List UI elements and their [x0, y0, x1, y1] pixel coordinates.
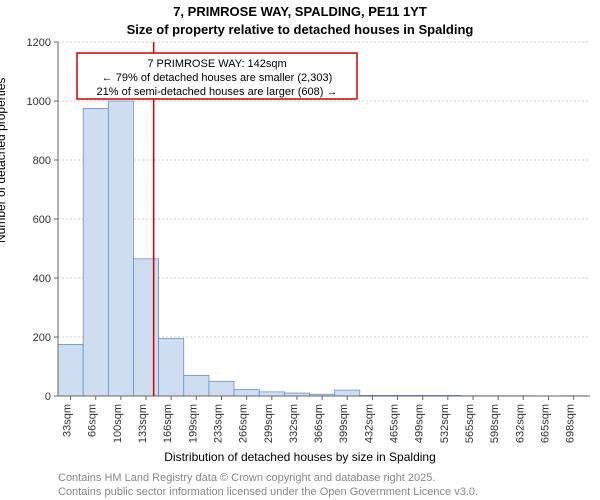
y-tick-label: 200	[33, 332, 51, 344]
y-tick-label: 1000	[27, 96, 51, 108]
x-tick-label: 598sqm	[489, 404, 501, 443]
x-tick-label: 499sqm	[414, 404, 426, 443]
x-tick-label: 632sqm	[514, 404, 526, 443]
x-tick-label: 233sqm	[212, 404, 224, 443]
histogram-bar	[259, 392, 284, 396]
annotation-line: ← 79% of detached houses are smaller (2,…	[102, 72, 333, 84]
x-tick-label: 665sqm	[539, 404, 551, 443]
x-tick-label: 100sqm	[112, 404, 124, 443]
y-axis-label: Number of detached properties	[0, 78, 8, 243]
histogram-bar	[335, 390, 360, 396]
histogram-bar	[133, 259, 158, 396]
x-tick-label: 532sqm	[439, 404, 451, 443]
x-tick-label: 332sqm	[288, 404, 300, 443]
x-tick-label: 399sqm	[338, 404, 350, 443]
y-tick-label: 600	[33, 214, 51, 226]
x-tick-label: 565sqm	[464, 404, 476, 443]
bar-chart-plot: 02004006008001000120033sqm66sqm100sqm133…	[58, 42, 590, 456]
y-tick-label: 800	[33, 155, 51, 167]
x-tick-label: 698sqm	[565, 404, 577, 443]
x-tick-label: 166sqm	[162, 404, 174, 443]
x-tick-label: 133sqm	[137, 404, 149, 443]
x-tick-label: 299sqm	[263, 404, 275, 443]
x-tick-label: 33sqm	[62, 404, 74, 437]
footer-copyright: Contains HM Land Registry data © Crown c…	[58, 472, 435, 484]
x-tick-label: 465sqm	[389, 404, 401, 443]
chart-container: 7, PRIMROSE WAY, SPALDING, PE11 1YT Size…	[0, 0, 600, 500]
x-tick-label: 199sqm	[187, 404, 199, 443]
chart-subtitle: Size of property relative to detached ho…	[0, 22, 600, 37]
histogram-bar	[184, 375, 209, 396]
x-tick-label: 66sqm	[87, 404, 99, 437]
y-tick-label: 0	[45, 391, 51, 403]
histogram-bar	[58, 344, 83, 396]
annotation-line: 21% of semi-detached houses are larger (…	[97, 86, 338, 98]
histogram-bar	[209, 381, 234, 396]
annotation-line: 7 PRIMROSE WAY: 142sqm	[147, 58, 286, 70]
histogram-bar	[108, 101, 133, 396]
chart-title: 7, PRIMROSE WAY, SPALDING, PE11 1YT	[0, 4, 600, 19]
x-axis-label: Distribution of detached houses by size …	[0, 450, 600, 464]
y-tick-label: 1200	[27, 37, 51, 49]
histogram-bar	[234, 390, 259, 396]
histogram-bar	[159, 338, 184, 396]
x-tick-label: 366sqm	[313, 404, 325, 443]
footer-license: Contains public sector information licen…	[58, 486, 478, 498]
y-tick-label: 400	[33, 273, 51, 285]
histogram-bar	[83, 108, 108, 396]
x-tick-label: 266sqm	[238, 404, 250, 443]
x-tick-label: 432sqm	[363, 404, 375, 443]
